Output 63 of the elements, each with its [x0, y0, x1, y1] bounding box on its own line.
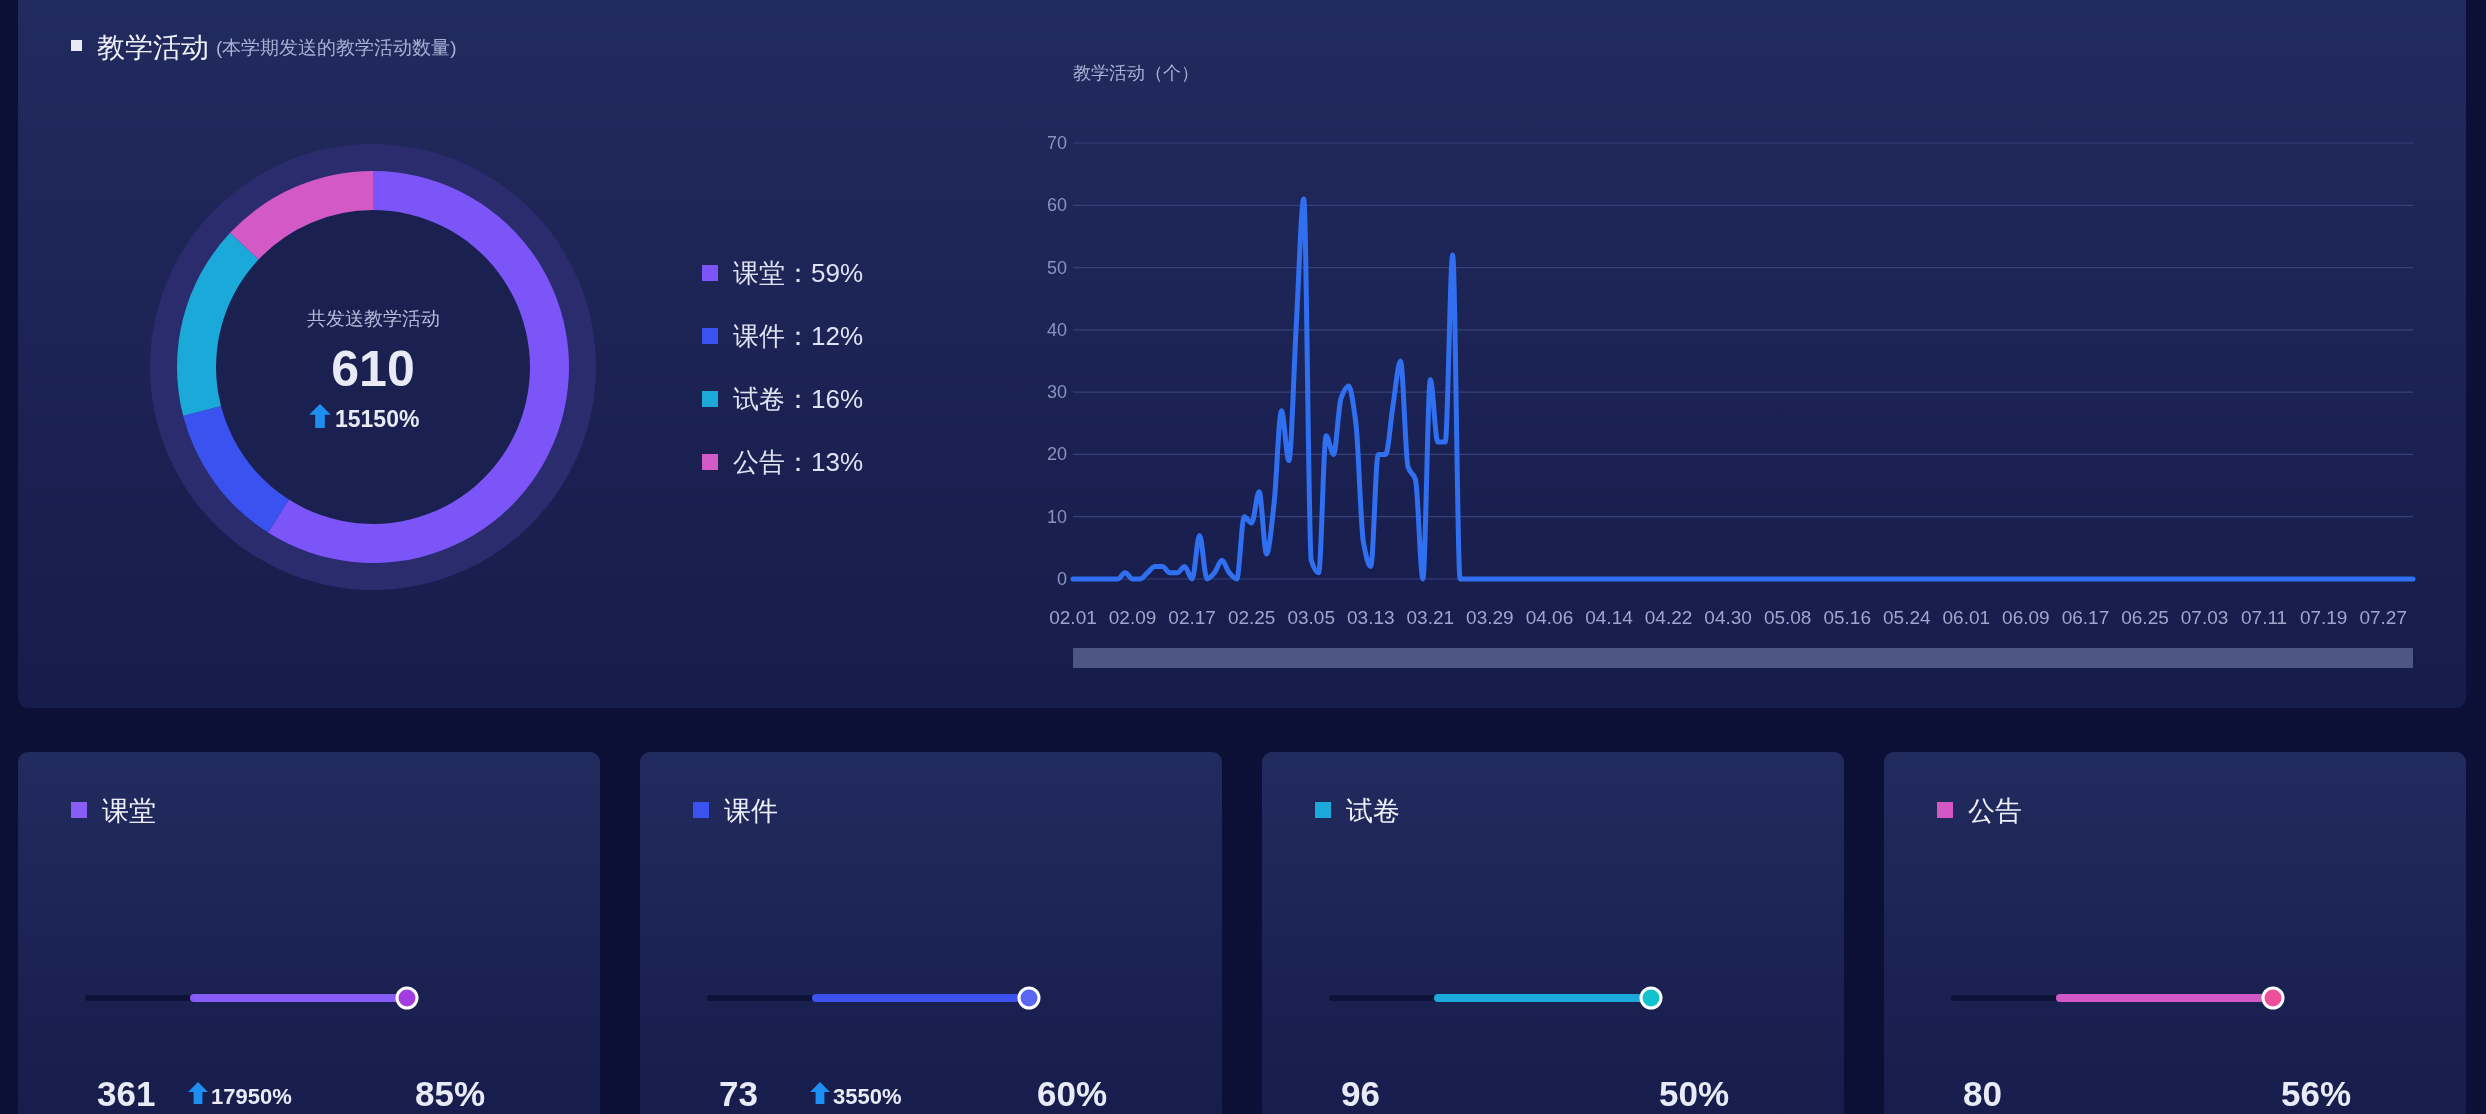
- donut-slice: [267, 171, 569, 563]
- x-tick-label: 03.05: [1287, 607, 1335, 628]
- text: 公告: [1968, 796, 2022, 826]
- text: 73: [719, 1074, 758, 1113]
- y-tick-label: 60: [1046, 195, 1067, 216]
- legend-label: 课堂: [733, 258, 785, 288]
- x-tick-label: 05.08: [1763, 607, 1812, 628]
- y-tick-label: 10: [1046, 506, 1067, 527]
- text: 共发送教学活动: [306, 308, 440, 329]
- data-label: ：16%: [785, 384, 864, 414]
- x-tick-label: 02.25: [1227, 607, 1276, 628]
- x-tick-label: 07.03: [2180, 607, 2229, 628]
- legend-label: 公告: [733, 447, 785, 477]
- x-tick-label: 02.09: [1108, 607, 1157, 628]
- x-tick-label: 06.09: [2002, 607, 2050, 628]
- x-tick-label: 04.30: [1704, 607, 1752, 628]
- data-label: ：12%: [785, 321, 864, 351]
- y-tick-label: 40: [1046, 319, 1067, 340]
- y-tick-label: 70: [1046, 133, 1067, 153]
- legend-label: 试卷: [733, 384, 785, 414]
- chart-subtitle: (本学期发送的教学活动数量): [216, 37, 457, 58]
- text: 17950%: [211, 1084, 292, 1109]
- data-label: ：13%: [785, 447, 864, 477]
- x-tick-label: 05.24: [1883, 607, 1931, 628]
- text: 3550%: [833, 1084, 902, 1109]
- x-tick-label: 02.01: [1049, 607, 1097, 628]
- y-tick-label: 0: [1056, 569, 1067, 589]
- x-tick-label: 03.13: [1347, 607, 1395, 628]
- y-tick-label: 20: [1046, 444, 1067, 465]
- x-tick-label: 06.25: [2121, 607, 2169, 628]
- legend-label: 课件: [733, 321, 785, 351]
- donut-slice: [177, 232, 259, 416]
- text: 课件: [724, 796, 778, 826]
- x-tick-label: 07.11: [2241, 607, 2288, 628]
- x-tick-label: 04.06: [1525, 607, 1574, 628]
- x-tick-label: 06.17: [2061, 607, 2110, 628]
- x-tick-label: 03.29: [1466, 607, 1514, 628]
- x-tick-label: 05.16: [1823, 607, 1871, 628]
- text: 课堂: [102, 796, 156, 826]
- text: 610: [331, 341, 415, 397]
- x-tick-label: 07.19: [2299, 607, 2348, 628]
- text: 60%: [1037, 1074, 1108, 1113]
- x-tick-label: 02.17: [1168, 607, 1216, 628]
- y-axis-title: 教学活动（个）: [1073, 63, 1199, 83]
- text: 80: [1963, 1074, 2002, 1113]
- x-tick-label: 03.21: [1406, 607, 1455, 628]
- text: 56%: [2281, 1074, 2352, 1113]
- text: 96: [1341, 1074, 1380, 1113]
- x-tick-label: 07.27: [2359, 607, 2407, 628]
- y-tick-label: 50: [1046, 257, 1067, 278]
- chart-title: 教学活动: [97, 32, 209, 63]
- text: 15150%: [335, 406, 420, 432]
- text: 试卷: [1346, 796, 1400, 826]
- text: 50%: [1659, 1074, 1730, 1113]
- text: 361: [97, 1074, 156, 1113]
- x-tick-label: 04.22: [1644, 607, 1693, 628]
- y-tick-label: 30: [1046, 382, 1067, 403]
- donut-slice: [183, 406, 289, 533]
- x-tick-label: 04.14: [1585, 607, 1634, 628]
- text: 85%: [415, 1074, 486, 1113]
- donut-slice: [230, 171, 373, 260]
- data-label: ：59%: [785, 258, 864, 288]
- x-tick-label: 06.01: [1942, 607, 1991, 628]
